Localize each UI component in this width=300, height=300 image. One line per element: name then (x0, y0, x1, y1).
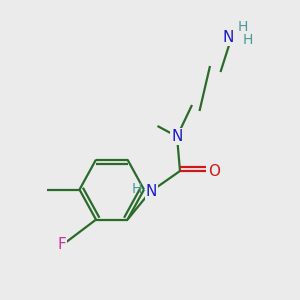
Text: F: F (57, 237, 66, 252)
Text: H: H (242, 34, 253, 47)
Text: N: N (146, 184, 157, 199)
Text: H: H (238, 20, 248, 34)
Text: N: N (171, 129, 183, 144)
Text: N: N (222, 30, 234, 45)
Text: H: H (131, 182, 142, 196)
Text: O: O (208, 164, 220, 178)
